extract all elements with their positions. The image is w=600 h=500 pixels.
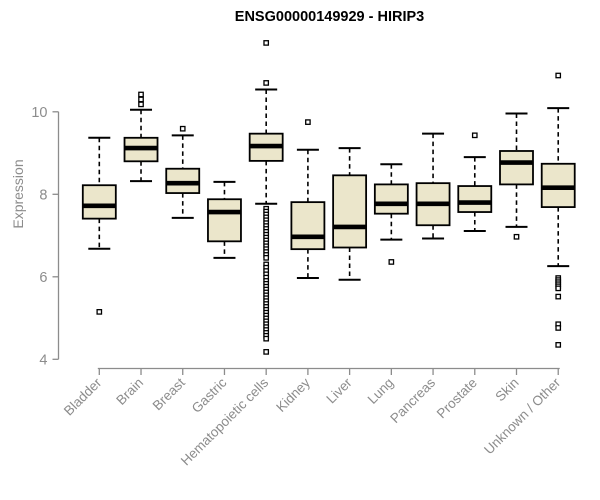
- box-gastric: [207, 180, 242, 259]
- outlier-marker: [555, 342, 562, 348]
- box-kidney: [290, 119, 326, 280]
- box-breast: [165, 125, 201, 219]
- box-prostate: [457, 132, 493, 233]
- outlier-marker: [96, 309, 103, 315]
- x-tick-label-gastric: Gastric: [189, 375, 230, 416]
- outlier-marker: [263, 349, 270, 355]
- iqr-box: [457, 185, 493, 213]
- iqr-box: [207, 198, 242, 243]
- outlier-marker: [555, 325, 562, 331]
- y-tick-label: 10: [31, 105, 47, 121]
- x-tick-label-breast: Breast: [150, 375, 188, 413]
- iqr-box: [290, 201, 326, 251]
- outlier-marker: [263, 40, 270, 46]
- iqr-box: [499, 150, 534, 186]
- outlier-marker: [555, 285, 562, 292]
- box-unknown-other: [540, 72, 576, 348]
- box-pancreas: [415, 132, 451, 240]
- outlier-marker: [138, 91, 144, 98]
- outlier-marker: [555, 293, 562, 300]
- x-tick-label-liver: Liver: [323, 375, 355, 407]
- outlier-marker: [471, 132, 478, 139]
- x-tick-label-prostate: Prostate: [434, 375, 480, 421]
- box-lung: [373, 163, 409, 265]
- outlier-marker: [513, 233, 520, 240]
- y-tick-label: 4: [39, 352, 47, 368]
- box-brain: [123, 91, 159, 183]
- iqr-box: [332, 174, 368, 249]
- x-tick-label-unknown-other: Unknown / Other: [481, 375, 564, 458]
- x-tick-label-lung: Lung: [365, 375, 397, 407]
- y-axis: 10 8 6 4: [31, 105, 60, 368]
- outlier-marker: [263, 254, 270, 261]
- x-tick-label-kidney: Kidney: [273, 375, 313, 415]
- outlier-marker: [179, 125, 186, 132]
- box-liver: [332, 147, 368, 281]
- outlier-marker: [138, 96, 144, 103]
- iqr-box: [81, 184, 117, 220]
- box-bladder: [81, 136, 117, 315]
- x-tick-label-pancreas: Pancreas: [387, 375, 438, 426]
- y-tick-label: 6: [39, 270, 47, 286]
- iqr-box: [373, 183, 409, 215]
- box-skin: [499, 112, 534, 240]
- outlier-marker: [305, 119, 311, 125]
- outlier-marker: [555, 72, 562, 79]
- x-tick-label-skin: Skin: [492, 375, 521, 404]
- x-tick-label-brain: Brain: [113, 375, 146, 408]
- y-tick-label: 8: [39, 187, 47, 203]
- outlier-marker: [263, 335, 270, 342]
- outlier-marker: [388, 259, 395, 265]
- outlier-marker: [263, 80, 270, 86]
- box-hematopoietic-cells: [248, 40, 284, 355]
- x-tick-label-bladder: Bladder: [61, 375, 105, 419]
- chart-title: ENSG00000149929 - HIRIP3: [234, 9, 425, 25]
- outlier-marker: [138, 101, 144, 108]
